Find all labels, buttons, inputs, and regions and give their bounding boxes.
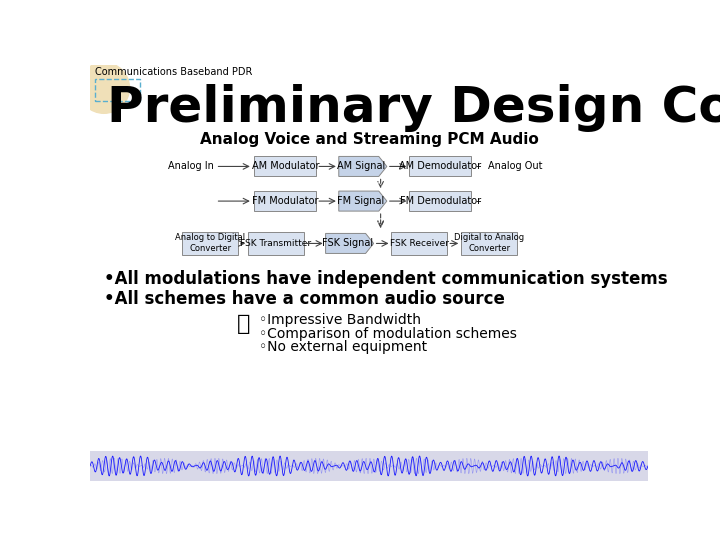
Text: FSK Receiver: FSK Receiver xyxy=(390,239,449,248)
Text: FM Modulator: FM Modulator xyxy=(252,196,318,206)
Text: Digital to Analog
Converter: Digital to Analog Converter xyxy=(454,233,524,253)
Text: –: – xyxy=(476,196,482,206)
FancyBboxPatch shape xyxy=(409,191,472,211)
Text: AM Signal: AM Signal xyxy=(337,161,385,171)
Text: •All modulations have independent communication systems: •All modulations have independent commun… xyxy=(104,269,667,288)
FancyBboxPatch shape xyxy=(182,232,238,255)
FancyBboxPatch shape xyxy=(248,232,304,255)
Text: Analog Out: Analog Out xyxy=(488,161,543,171)
FancyBboxPatch shape xyxy=(462,232,517,255)
Text: FSK Transmitter: FSK Transmitter xyxy=(240,239,312,248)
Text: Analog to Digital
Converter: Analog to Digital Converter xyxy=(175,233,246,253)
Text: Analog In: Analog In xyxy=(168,161,214,171)
Text: FM Signal: FM Signal xyxy=(337,196,384,206)
FancyBboxPatch shape xyxy=(254,157,316,177)
Circle shape xyxy=(78,63,130,113)
Text: Preliminary Design Concept #4: Preliminary Design Concept #4 xyxy=(107,84,720,132)
Text: –: – xyxy=(476,161,482,171)
FancyBboxPatch shape xyxy=(90,451,648,481)
Text: AM Modulator: AM Modulator xyxy=(251,161,319,171)
Text: •All schemes have a common audio source: •All schemes have a common audio source xyxy=(104,289,505,308)
Text: Analog Voice and Streaming PCM Audio: Analog Voice and Streaming PCM Audio xyxy=(199,132,539,147)
FancyBboxPatch shape xyxy=(254,191,316,211)
FancyBboxPatch shape xyxy=(409,157,472,177)
FancyBboxPatch shape xyxy=(392,232,447,255)
Text: AM Demodulator: AM Demodulator xyxy=(399,161,482,171)
Text: 👉: 👉 xyxy=(237,314,250,334)
Text: FSK Signal: FSK Signal xyxy=(322,239,373,248)
Polygon shape xyxy=(339,191,387,211)
Text: FM Demodulator: FM Demodulator xyxy=(400,196,481,206)
Text: ◦Impressive Bandwidth: ◦Impressive Bandwidth xyxy=(259,313,421,327)
Text: ◦No external equipment: ◦No external equipment xyxy=(259,340,427,354)
Polygon shape xyxy=(339,157,387,177)
Polygon shape xyxy=(325,233,374,253)
Text: Communications Baseband PDR: Communications Baseband PDR xyxy=(96,67,253,77)
Text: ◦Comparison of modulation schemes: ◦Comparison of modulation schemes xyxy=(259,327,517,341)
